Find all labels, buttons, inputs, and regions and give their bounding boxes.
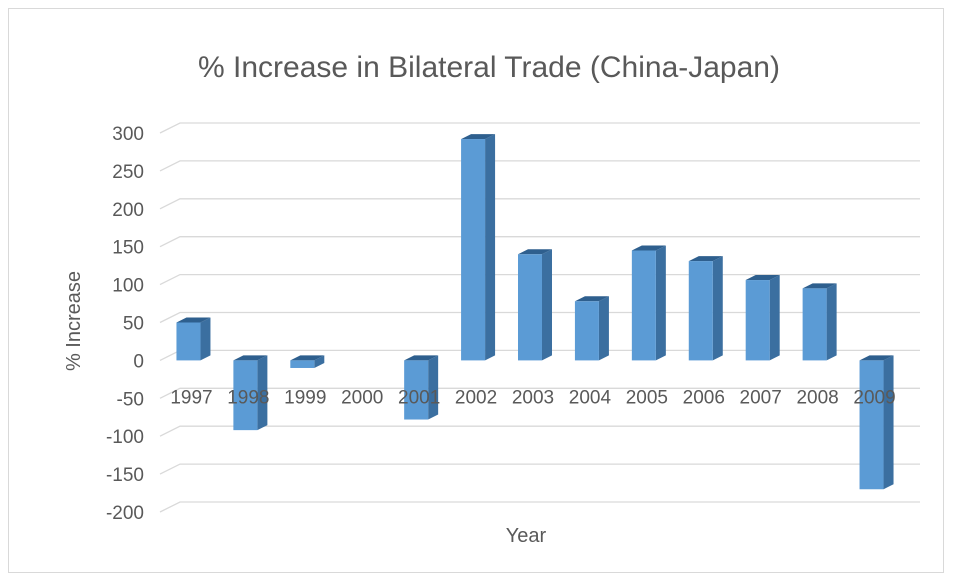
bar-top [859, 355, 894, 361]
bar-side [826, 283, 837, 361]
x-tick-label: 2000 [341, 387, 383, 408]
bar-side [712, 256, 723, 361]
bar-side [769, 275, 780, 361]
y-tick-label: 50 [123, 314, 144, 335]
bar-top [176, 317, 211, 323]
bar-1997 [176, 317, 211, 361]
x-tick-label: 2005 [626, 387, 668, 408]
bar-side [485, 134, 496, 361]
x-tick-label: 2002 [455, 387, 497, 408]
bar-side [200, 317, 211, 361]
bars [176, 134, 894, 490]
x-tick-label: 1999 [284, 387, 326, 408]
gridline [159, 122, 920, 134]
bar-front [518, 254, 542, 361]
x-tick-label: 1997 [170, 387, 212, 408]
gridline [159, 311, 920, 324]
gridline [159, 425, 920, 437]
bar-2007 [745, 275, 780, 361]
y-tick-label: -50 [117, 389, 144, 410]
bar-top [574, 296, 609, 302]
bar-side [428, 355, 439, 420]
bar-side [598, 296, 609, 361]
x-tick-label: 2001 [398, 387, 440, 408]
bar-front [802, 288, 827, 361]
bar-top [802, 283, 837, 289]
bar-front [176, 322, 201, 361]
y-axis-ticks: 300 250 200 150 100 50 0 -50 -100 -150 -200 [106, 124, 144, 524]
bar-side [257, 355, 268, 431]
y-tick-label: 300 [112, 124, 144, 145]
bar-2001 [404, 355, 439, 420]
bar-top [233, 355, 268, 361]
bar-top [745, 275, 780, 281]
bar-1999 [290, 355, 325, 368]
x-tick-label: 2007 [740, 387, 782, 408]
bar-front [631, 250, 656, 361]
bar-front [290, 360, 315, 368]
bar-front [404, 360, 429, 420]
gridlines [159, 122, 920, 513]
bar-front [574, 301, 599, 361]
x-tick-label: 2009 [853, 387, 895, 408]
gridline [159, 236, 920, 248]
bar-2006 [688, 256, 723, 361]
bar-side [314, 355, 325, 368]
bar-2002 [461, 134, 496, 361]
gridline [159, 273, 920, 286]
y-tick-label: 250 [112, 162, 144, 183]
x-tick-label: 1998 [227, 387, 269, 408]
bar-front [688, 261, 713, 361]
bar-front [745, 280, 770, 361]
bar-top [461, 134, 496, 140]
gridline [159, 387, 920, 399]
bar-2008 [802, 283, 837, 361]
chart-title: % Increase in Bilateral Trade (China-Jap… [198, 51, 780, 84]
bar-2005 [631, 245, 666, 361]
y-tick-label: 100 [112, 276, 144, 297]
y-tick-label: -100 [106, 427, 144, 448]
bar-front [461, 139, 486, 361]
gridline [159, 160, 920, 172]
x-tick-label: 2003 [512, 387, 554, 408]
x-tick-label: 2004 [569, 387, 612, 408]
x-axis-label: Year [506, 525, 547, 547]
bar-top [688, 256, 723, 262]
y-tick-label: 0 [133, 351, 144, 372]
y-tick-label: -150 [106, 465, 144, 486]
bar-1998 [233, 355, 268, 431]
y-tick-label: -200 [106, 503, 144, 524]
gridline [159, 501, 920, 513]
bar-2004 [574, 296, 609, 361]
bar-top [518, 249, 552, 255]
x-tick-label: 2008 [796, 387, 838, 408]
x-axis-ticks: 1997 1998 1999 2000 2001 2002 2003 2004 2005 2006… [170, 387, 895, 408]
bar-front [233, 360, 258, 431]
y-axis-label: % Increase [63, 271, 85, 371]
gridline [159, 463, 920, 475]
bar-top [290, 355, 325, 361]
bar-2009 [859, 355, 894, 490]
y-tick-label: 200 [112, 200, 144, 221]
bar-top [404, 355, 439, 361]
bar-side [883, 355, 894, 490]
bar-side [542, 249, 552, 361]
bar-2003 [518, 249, 552, 361]
x-tick-label: 2006 [683, 387, 725, 408]
gridline [159, 198, 920, 210]
y-tick-label: 150 [112, 238, 144, 259]
bar-top [631, 245, 666, 251]
bar-front [859, 360, 884, 490]
bar-side [655, 245, 666, 361]
